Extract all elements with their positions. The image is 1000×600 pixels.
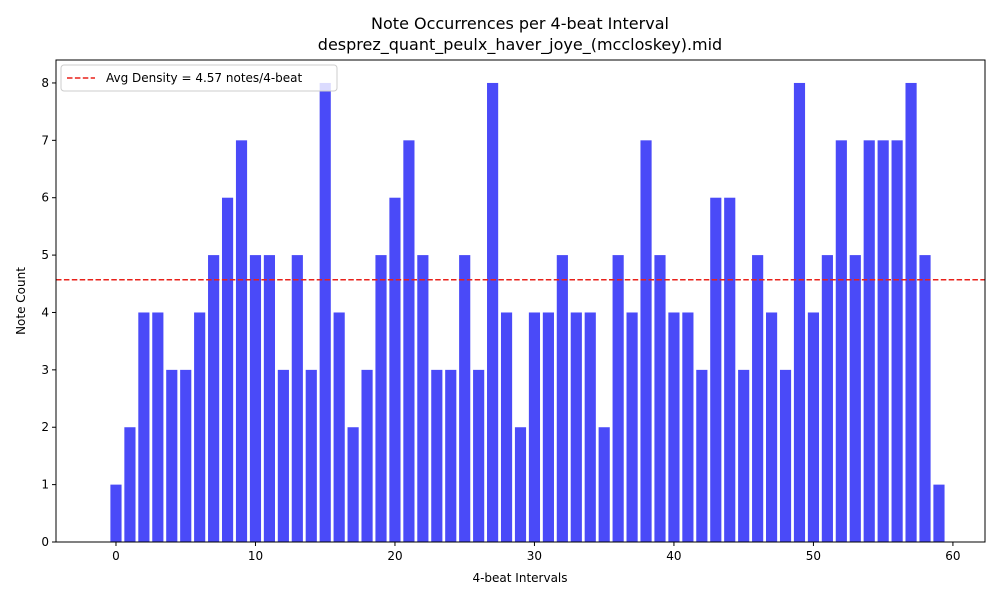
x-tick-label: 20 <box>387 549 402 563</box>
y-tick-label: 3 <box>41 363 49 377</box>
bar <box>500 312 513 542</box>
bar <box>793 82 806 542</box>
y-tick-label: 4 <box>41 305 49 319</box>
y-axis-ticks: 0 1 2 3 4 5 6 7 8 <box>41 76 56 549</box>
bar <box>347 427 359 542</box>
bar <box>919 255 931 542</box>
bar <box>724 197 736 542</box>
bar <box>710 197 722 542</box>
bar <box>473 369 485 542</box>
chart-title: Note Occurrences per 4-beat Interval <box>371 14 669 33</box>
bar <box>403 140 415 542</box>
y-tick-label: 0 <box>41 535 49 549</box>
bar <box>570 312 582 542</box>
bar <box>821 255 833 542</box>
y-tick-label: 6 <box>41 191 49 205</box>
x-tick-label: 40 <box>666 549 681 563</box>
x-axis-ticks: 0 10 20 30 40 50 60 <box>112 542 961 563</box>
bar <box>849 255 861 542</box>
bar <box>528 312 541 542</box>
bar <box>877 140 889 542</box>
bar <box>180 369 192 542</box>
bar <box>487 82 499 542</box>
bar <box>221 197 234 542</box>
bar <box>431 369 443 542</box>
bar <box>835 140 847 542</box>
bar <box>110 484 122 542</box>
bar <box>361 369 373 542</box>
x-tick-label: 0 <box>112 549 120 563</box>
bar <box>682 312 694 542</box>
bar <box>696 369 708 542</box>
bar <box>459 255 471 542</box>
bar <box>208 255 220 542</box>
bar <box>138 312 150 542</box>
y-tick-label: 2 <box>41 420 49 434</box>
y-tick-label: 7 <box>41 133 49 147</box>
bar <box>375 255 387 542</box>
bar <box>305 369 317 542</box>
bar <box>668 312 680 542</box>
bar <box>389 197 401 542</box>
plot-frame <box>55 59 986 543</box>
bar <box>626 312 638 542</box>
bar <box>514 427 527 542</box>
bar <box>124 427 136 542</box>
x-tick-label: 60 <box>945 549 960 563</box>
bar <box>235 140 248 542</box>
x-tick-label: 50 <box>806 549 821 563</box>
chart-subtitle: desprez_quant_peulx_haver_joye_(mccloske… <box>318 35 722 55</box>
x-tick-label: 10 <box>248 549 263 563</box>
bar <box>319 82 331 542</box>
bar <box>738 369 750 542</box>
bar <box>584 312 596 542</box>
bar <box>152 312 164 542</box>
y-axis-label: Note Count <box>14 267 28 335</box>
legend: Avg Density = 4.57 notes/4-beat <box>60 64 338 92</box>
bar <box>779 369 792 542</box>
bars-group <box>110 82 945 542</box>
bar <box>333 312 345 542</box>
bar <box>263 255 275 542</box>
bar <box>598 427 610 542</box>
bar <box>445 369 457 542</box>
bar <box>277 369 289 542</box>
bar <box>752 255 764 542</box>
legend-box <box>60 64 338 92</box>
bar <box>766 312 778 542</box>
y-tick-label: 1 <box>41 478 49 492</box>
bar <box>654 255 666 542</box>
bar <box>556 255 568 542</box>
bar <box>291 255 303 542</box>
y-tick-label: 8 <box>41 76 49 90</box>
y-tick-label: 5 <box>41 248 49 262</box>
x-axis-label: 4-beat Intervals <box>472 571 567 585</box>
bar <box>640 140 652 542</box>
bar <box>194 312 206 542</box>
bar <box>905 82 917 542</box>
bar <box>612 255 624 542</box>
bar <box>933 484 945 542</box>
bar <box>166 369 178 542</box>
bar <box>807 312 820 542</box>
bar <box>863 140 875 542</box>
legend-label: Avg Density = 4.57 notes/4-beat <box>106 71 303 85</box>
bar <box>891 140 903 542</box>
bar <box>249 255 262 542</box>
x-tick-label: 30 <box>527 549 542 563</box>
bar <box>417 255 429 542</box>
bar <box>542 312 554 542</box>
